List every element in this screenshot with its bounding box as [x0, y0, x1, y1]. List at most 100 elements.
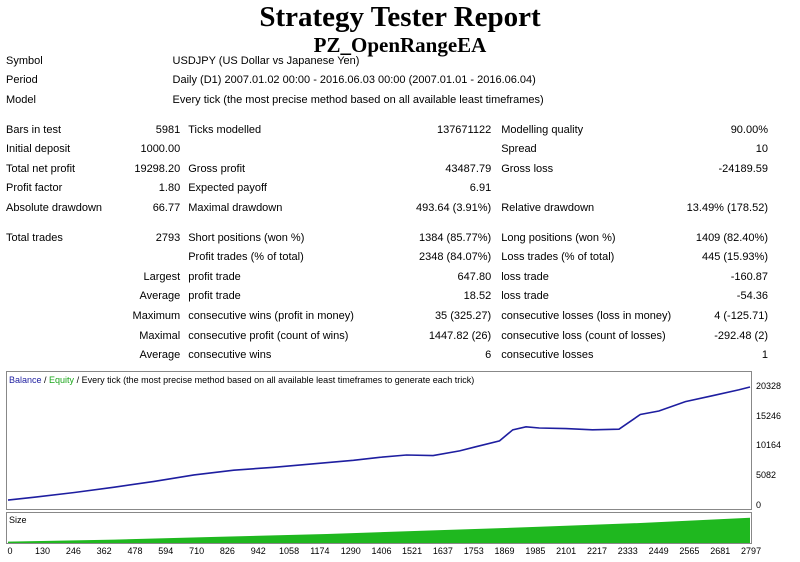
trades-row-cell-3: 1447.82 (26) — [428, 329, 492, 342]
x-tick-label: 0 — [7, 546, 13, 556]
balance-line — [7, 386, 751, 501]
stats-row-cell-5: 13.49% (178.52) — [686, 201, 768, 214]
trades-row-cell-1: Average — [139, 290, 181, 303]
y-tick-label: 5082 — [756, 470, 777, 481]
trades-row: Largest profit trade 647.80 loss trade -160.… — [0, 267, 772, 287]
chart-legend: Balance / Equity / Every tick (the most … — [9, 375, 474, 385]
trades-row-cell-5: 4 (-125.71) — [714, 309, 768, 322]
info-row: Period Daily (D1) 2007.01.02 00:00 - 2016… — [0, 71, 772, 91]
stats-row: Absolute drawdown 66.77 Maximal drawdown 49… — [0, 198, 772, 218]
x-tick-label: 826 — [219, 546, 235, 556]
trades-row-cell-5: 1 — [761, 349, 768, 362]
stats-row: Total net profit 19298.20 Gross profit 4348… — [0, 159, 772, 179]
trades-row-cell-3: 35 (325.27) — [434, 309, 492, 322]
trades-row-cell-0 — [0, 306, 127, 326]
trades-row-cell-4: Long positions (won %) — [501, 231, 616, 244]
trades-row-cell-4: consecutive losses — [501, 349, 594, 362]
trades-row-cell-0 — [0, 287, 127, 307]
trades-row-cell-5: -160.87 — [730, 270, 768, 283]
report-subtitle: PZ_OpenRangeEA — [313, 33, 487, 57]
x-tick-label: 2101 — [556, 546, 577, 556]
stats-row-cell-3: 137671122 — [436, 123, 492, 136]
trades-row: Maximal consecutive profit (count of wins… — [0, 326, 772, 346]
stats-row-cell-4: Relative drawdown — [501, 201, 595, 214]
info-label: Model — [6, 93, 36, 106]
stats-row-cell-2: Expected payoff — [188, 182, 267, 195]
x-tick-label: 942 — [250, 546, 266, 556]
trades-row-cell-0 — [0, 326, 127, 346]
trades-row-cell-5: -54.36 — [736, 290, 768, 303]
trades-row-cell-3: 1384 (85.77%) — [419, 231, 492, 244]
legend-description: / Every tick (the most precise method ba… — [74, 375, 475, 385]
trades-row-cell-1 — [127, 247, 185, 267]
x-tick-label: 1058 — [279, 546, 300, 556]
balance-chart-panel — [6, 371, 752, 510]
stats-row: Bars in test 5981 Ticks modelled 137671122 M… — [0, 120, 772, 140]
trades-row-cell-2: consecutive wins (profit in money) — [188, 309, 354, 322]
trades-row-cell-4: loss trade — [501, 290, 549, 303]
x-tick-label: 710 — [189, 546, 205, 556]
stats-row-cell-0: Bars in test — [6, 123, 62, 136]
trades-row-cell-5: 1409 (82.40%) — [695, 231, 768, 244]
x-tick-label: 362 — [96, 546, 112, 556]
size-label: Size — [9, 515, 27, 525]
trades-row-cell-4: loss trade — [501, 270, 549, 283]
stats-row-cell-1: 19298.20 — [134, 162, 181, 175]
trades-row-cell-0 — [0, 267, 127, 287]
x-tick-label: 478 — [127, 546, 143, 556]
x-tick-label: 1753 — [463, 546, 484, 556]
stats-row-cell-3 — [398, 139, 496, 159]
stats-row-cell-1: 1.80 — [158, 182, 181, 195]
trades-row-cell-1: Maximal — [139, 329, 181, 342]
trades-row: Maximum consecutive wins (profit in money… — [0, 306, 772, 326]
info-value: USDJPY (US Dollar vs Japanese Yen) — [172, 54, 360, 67]
size-area — [8, 517, 750, 543]
y-tick-label: 20328 — [756, 380, 782, 391]
stats-row-cell-4: Modelling quality — [501, 123, 584, 136]
stats-row: Profit factor 1.80 Expected payoff 6.91 — [0, 179, 772, 199]
trades-row-cell-2: consecutive profit (count of wins) — [188, 329, 349, 342]
stats-row-cell-2 — [184, 139, 397, 159]
legend-separator: / — [41, 375, 50, 385]
report-table: Symbol USDJPY (US Dollar vs Japanese Yen)… — [0, 51, 772, 365]
x-tick-label: 1637 — [432, 546, 453, 556]
stats-row-cell-5: 10 — [755, 143, 768, 156]
stats-row-cell-3: 493.64 (3.91%) — [415, 201, 492, 214]
trades-row: Total trades 2793 Short positions (won %) 1… — [0, 228, 772, 248]
row-gap — [0, 110, 772, 120]
x-tick-label: 2797 — [741, 546, 762, 556]
x-tick-label: 1985 — [525, 546, 546, 556]
stats-row-cell-0: Profit factor — [6, 182, 63, 195]
trades-row-cell-2: Short positions (won %) — [188, 231, 305, 244]
y-tick-label: 15246 — [756, 410, 782, 421]
trades-row-cell-0 — [0, 345, 127, 365]
x-tick-label: 1174 — [310, 546, 330, 556]
info-label: Period — [6, 74, 38, 87]
report-title: Strategy Tester Report — [259, 1, 541, 33]
legend-equity: Equity — [49, 375, 75, 385]
x-tick-label: 2681 — [710, 546, 731, 556]
trades-row-cell-5: -292.48 (2) — [714, 329, 768, 342]
stats-row-cell-1: 66.77 — [152, 201, 181, 214]
stats-row-cell-5 — [681, 179, 772, 199]
trades-row-cell-2: profit trade — [188, 270, 241, 283]
stats-row-cell-1: 1000.00 — [140, 143, 181, 156]
x-tick-label: 2333 — [617, 546, 638, 556]
trades-row-cell-4: consecutive losses (loss in money) — [501, 309, 672, 322]
stats-row-cell-5: 90.00% — [730, 123, 768, 136]
info-row: Symbol USDJPY (US Dollar vs Japanese Yen) — [0, 51, 772, 71]
stats-row-cell-0: Initial deposit — [6, 143, 71, 156]
x-tick-label: 1869 — [494, 546, 515, 556]
stats-row-cell-0: Absolute drawdown — [6, 201, 103, 214]
y-tick-label: 0 — [756, 500, 762, 510]
info-value: Daily (D1) 2007.01.02 00:00 - 2016.06.03… — [172, 74, 536, 87]
trades-row-cell-0 — [0, 247, 127, 267]
stats-row-cell-5: -24189.59 — [718, 162, 768, 175]
trades-row-cell-4: Loss trades (% of total) — [501, 251, 615, 264]
x-tick-label: 1290 — [340, 546, 361, 556]
trades-row-cell-3: 18.52 — [463, 290, 492, 303]
gap-cell — [0, 218, 772, 228]
stats-row-cell-3: 43487.79 — [445, 162, 492, 175]
x-tick-label: 2217 — [586, 546, 607, 556]
trades-row-cell-1: Maximum — [132, 309, 181, 322]
